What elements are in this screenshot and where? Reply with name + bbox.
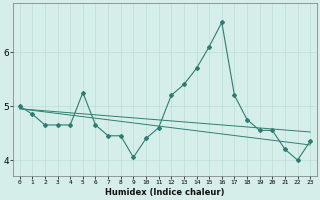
X-axis label: Humidex (Indice chaleur): Humidex (Indice chaleur) bbox=[105, 188, 225, 197]
